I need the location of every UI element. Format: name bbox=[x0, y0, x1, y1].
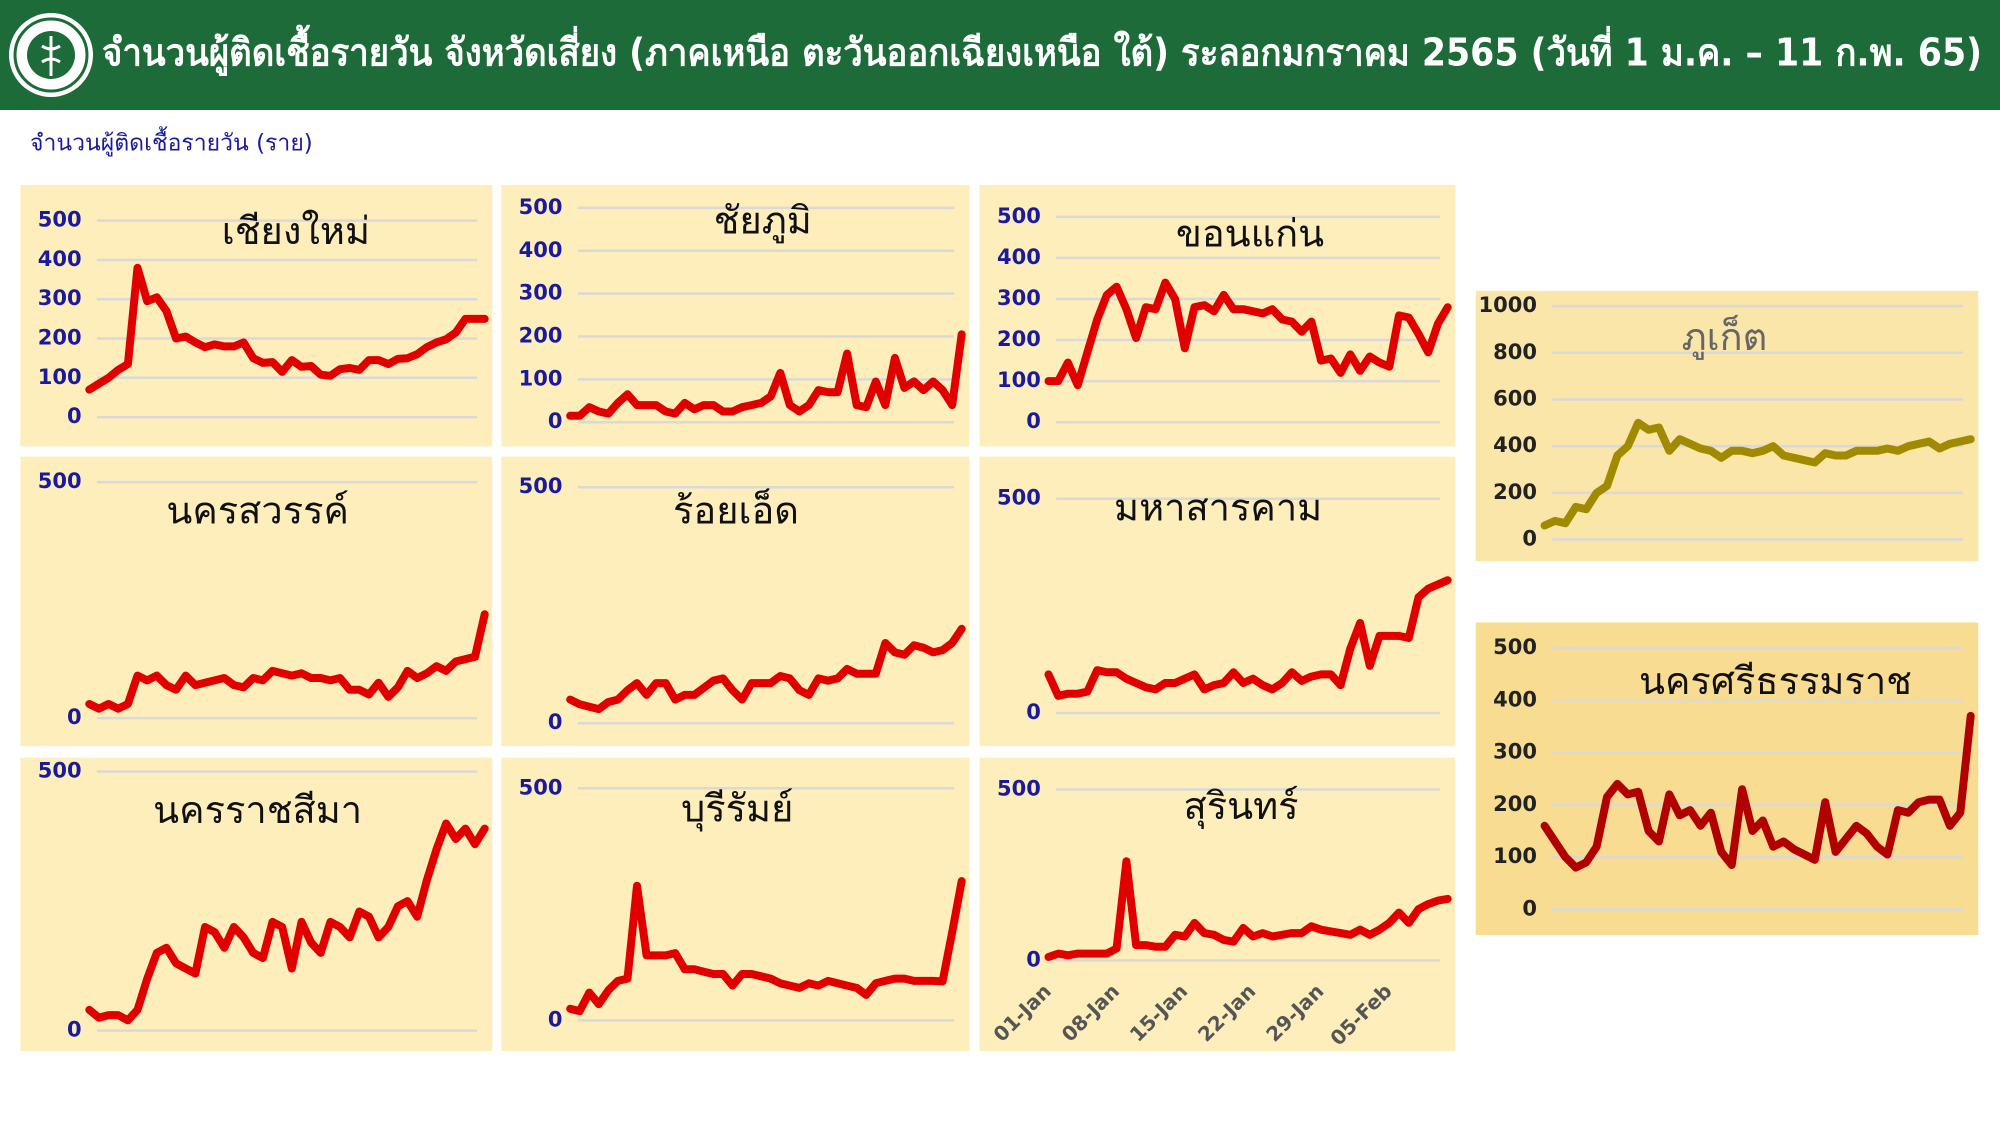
chart-panel: 0 100 200 300 400 500 นครศรีธรรมราช bbox=[1475, 622, 1979, 935]
y-tick-label: 100 bbox=[519, 366, 563, 390]
page-subtitle: จำนวนผู้ติดเชื้อรายวัน (ราย) bbox=[30, 127, 313, 157]
y-tick-label: 0 bbox=[1026, 947, 1041, 971]
panel-background bbox=[20, 456, 493, 747]
chart-title: นครศรีธรรมราช bbox=[1639, 659, 1912, 703]
data-line bbox=[85, 263, 489, 394]
chart-title: ชัยภูมิ bbox=[714, 199, 812, 244]
y-tick-label: 500 bbox=[1493, 635, 1537, 659]
header-band bbox=[0, 0, 2000, 110]
y-tick-label: 400 bbox=[1493, 433, 1537, 457]
panel-background bbox=[20, 184, 493, 447]
chart-title: นครราชสีมา bbox=[153, 788, 362, 832]
data-line bbox=[566, 877, 966, 1016]
chart-panel: 0 100 200 300 400 500 เชียงใหม่ bbox=[20, 184, 493, 447]
y-tick-label: 400 bbox=[519, 238, 563, 262]
data-line bbox=[1044, 576, 1452, 700]
panel-background bbox=[979, 184, 1456, 447]
y-tick-label: 100 bbox=[38, 365, 82, 389]
y-tick-label: 400 bbox=[1493, 687, 1537, 711]
panel-background bbox=[979, 757, 1456, 1052]
y-tick-label: 0 bbox=[1522, 896, 1537, 920]
chart-title: มหาสารคาม bbox=[1114, 486, 1322, 530]
data-line bbox=[1044, 278, 1452, 390]
y-tick-label: 0 bbox=[1026, 409, 1041, 433]
y-tick-label: 100 bbox=[997, 368, 1041, 392]
data-line bbox=[85, 819, 489, 1025]
y-tick-label: 500 bbox=[519, 195, 563, 219]
y-tick-label: 200 bbox=[1493, 480, 1537, 504]
y-tick-label: 500 bbox=[38, 208, 82, 232]
y-tick-label: 500 bbox=[997, 486, 1041, 510]
data-line bbox=[566, 330, 966, 420]
page-title: จำนวนผู้ติดเชื้อรายวัน จังหวัดเสี่ยง (ภา… bbox=[102, 25, 1982, 77]
chart-panel: 0 500 ร้อยเอ็ด bbox=[501, 456, 970, 747]
data-line bbox=[566, 624, 966, 714]
charts: 0 100 200 300 400 500 เชียงใหม่ 0 100 200 300 400 50… bbox=[20, 184, 1979, 1052]
chart-title: ขอนแก่น bbox=[1176, 211, 1324, 255]
panel-background bbox=[1475, 622, 1979, 935]
y-tick-label: 0 bbox=[67, 1018, 82, 1042]
panel-background bbox=[501, 184, 970, 447]
y-tick-label: 200 bbox=[38, 326, 82, 350]
chart-title: สุรินทร์ bbox=[1184, 784, 1299, 829]
chart-panel: 0 100 200 300 400 500 ชัยภูมิ bbox=[501, 184, 970, 447]
chart-panel: 0 200 400 600 800 1000 ภูเก็ต bbox=[1475, 290, 1979, 562]
chart-panel: 0 500 นครสวรรค์ bbox=[20, 456, 493, 747]
y-tick-label: 200 bbox=[997, 327, 1041, 351]
y-tick-label: 300 bbox=[519, 281, 563, 305]
y-tick-label: 800 bbox=[1493, 340, 1537, 364]
chart-title: บุรีรัมย์ bbox=[681, 787, 793, 832]
y-tick-label: 0 bbox=[1026, 700, 1041, 724]
chart-panel: 0 100 200 300 400 500 ขอนแก่น bbox=[979, 184, 1456, 447]
y-tick-label: 600 bbox=[1493, 386, 1537, 410]
y-tick-label: 0 bbox=[548, 710, 563, 734]
data-line bbox=[1540, 711, 1975, 872]
y-tick-label: 0 bbox=[1522, 527, 1537, 551]
y-tick-label: 0 bbox=[67, 705, 82, 729]
chart-panel: 0 500 นครราชสีมา bbox=[20, 757, 493, 1052]
y-tick-label: 400 bbox=[997, 245, 1041, 269]
logo bbox=[9, 13, 93, 97]
y-tick-label: 500 bbox=[997, 204, 1041, 228]
chart-panel: 0 500 บุรีรัมย์ bbox=[501, 757, 970, 1052]
chart-title: ร้อยเอ็ด bbox=[673, 487, 799, 532]
y-tick-label: 100 bbox=[1493, 844, 1537, 868]
y-tick-label: 500 bbox=[997, 777, 1041, 801]
y-tick-label: 500 bbox=[519, 775, 563, 799]
chart-title: ภูเก็ต bbox=[1682, 314, 1768, 360]
data-line bbox=[1540, 418, 1975, 530]
y-tick-label: 400 bbox=[38, 247, 82, 271]
y-tick-label: 0 bbox=[548, 1007, 563, 1031]
y-tick-label: 0 bbox=[548, 409, 563, 433]
y-tick-label: 1000 bbox=[1479, 293, 1537, 317]
y-tick-label: 500 bbox=[519, 474, 563, 498]
y-tick-label: 0 bbox=[67, 404, 82, 428]
panel-background bbox=[1475, 290, 1979, 562]
y-tick-label: 300 bbox=[997, 286, 1041, 310]
y-tick-label: 300 bbox=[38, 286, 82, 310]
y-tick-label: 300 bbox=[1493, 740, 1537, 764]
chart-panel: 0 500 มหาสารคาม bbox=[979, 456, 1456, 747]
y-tick-label: 200 bbox=[1493, 792, 1537, 816]
chart-title: นครสวรรค์ bbox=[166, 488, 349, 532]
chart-title: เชียงใหม่ bbox=[222, 209, 370, 253]
data-line bbox=[1044, 857, 1452, 961]
y-tick-label: 500 bbox=[38, 469, 82, 493]
y-tick-label: 500 bbox=[38, 759, 82, 783]
panel-background bbox=[501, 757, 970, 1052]
data-line bbox=[85, 610, 489, 713]
y-tick-label: 200 bbox=[519, 323, 563, 347]
